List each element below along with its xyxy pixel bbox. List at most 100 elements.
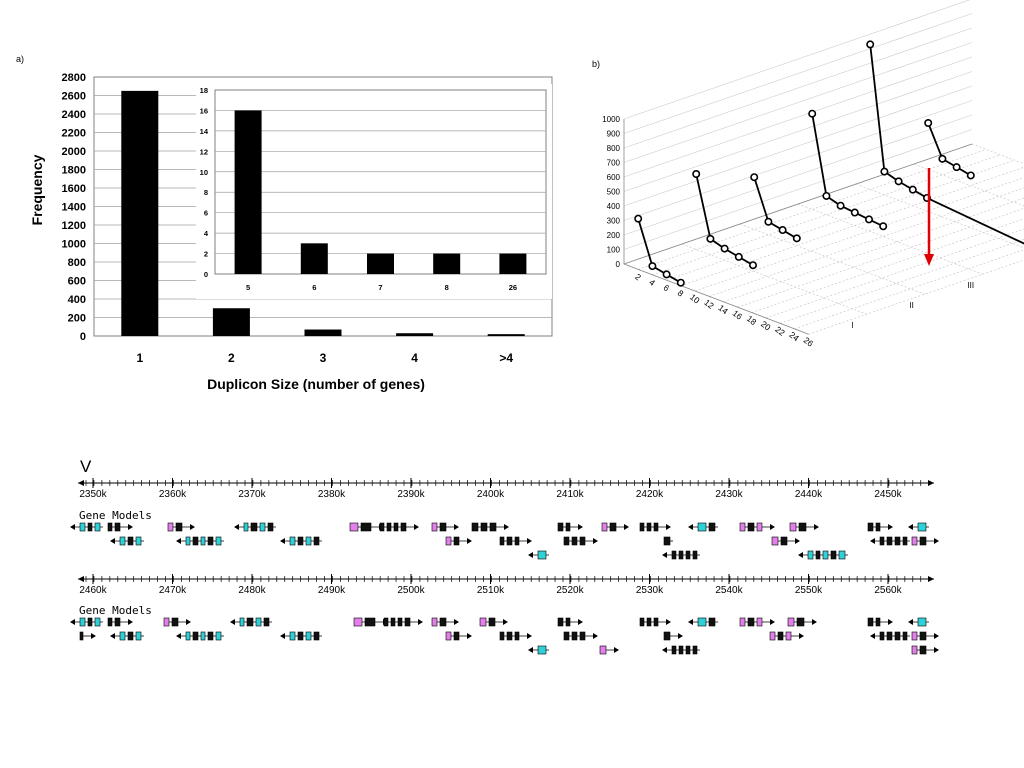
gene-exon	[875, 617, 881, 627]
y-tick-label: 800	[68, 257, 86, 269]
data-point	[866, 40, 875, 49]
gene-exon	[557, 617, 564, 627]
z-tick-label: 100	[607, 246, 621, 255]
gene-arrow	[770, 619, 775, 625]
inset-x-tick-label: 26	[509, 283, 517, 292]
row-axis	[623, 143, 973, 265]
gene-exon	[796, 617, 805, 627]
gene-exon	[894, 536, 901, 546]
gene-exon	[87, 617, 93, 627]
genome-browser: 2350k 2360k 2370k 2380k 2390k 2400k 2410k 2420k…	[70, 478, 939, 655]
z-tick-label: 0	[616, 260, 621, 269]
wall-grid	[623, 85, 973, 207]
gene-arrow	[614, 647, 619, 653]
gene-exon	[911, 645, 918, 655]
ruler-arrow-left	[78, 480, 84, 486]
gene-exon	[646, 522, 652, 532]
gene-exon	[200, 536, 206, 546]
bar	[121, 90, 159, 336]
gene-exon	[911, 536, 918, 546]
z-tick-label: 300	[607, 217, 621, 226]
gene-exon	[364, 617, 376, 627]
gene-exon	[646, 617, 652, 627]
gene-exon	[739, 617, 746, 627]
gene-exon	[404, 617, 411, 627]
gene-exon	[185, 631, 191, 641]
gene-arrow	[186, 619, 191, 625]
gene-exon	[289, 631, 296, 641]
gene-arrow	[70, 619, 75, 625]
gene-exon	[838, 550, 846, 560]
inset-bar	[367, 253, 394, 274]
gene-exon	[771, 536, 779, 546]
gene-exon	[114, 522, 121, 532]
gene-arrow	[230, 619, 235, 625]
gene-exon	[565, 522, 571, 532]
gene-arrow	[795, 538, 800, 544]
gene-exon	[246, 617, 254, 627]
y-tick-label: 2400	[62, 109, 86, 121]
bar	[304, 329, 342, 336]
ruler-label: 2440k	[795, 489, 823, 500]
gene-arrow	[799, 633, 804, 639]
ruler-label: 2540k	[715, 585, 743, 596]
gene-arrow	[678, 633, 683, 639]
series-line	[869, 44, 886, 172]
gene-exon	[445, 631, 452, 641]
gene-exon	[879, 536, 885, 546]
ruler-label: 2360k	[159, 489, 187, 500]
gene-exon	[911, 631, 918, 641]
x-tick-label: 2	[633, 272, 643, 283]
ruler-arrow-left	[78, 576, 84, 582]
gene-arrow	[91, 633, 96, 639]
x-tick-label: 22	[773, 324, 787, 338]
gene-exon	[579, 536, 586, 546]
gene-exon	[390, 617, 396, 627]
y-tick-label: 2200	[62, 128, 86, 140]
gene-exon	[671, 550, 677, 560]
gene-exon	[107, 617, 113, 627]
wall-grid	[623, 71, 973, 192]
gene-exon	[305, 536, 312, 546]
track-label: Gene Models	[79, 604, 152, 617]
gene-exon	[480, 522, 488, 532]
gene-exon	[894, 631, 901, 641]
gene-arrow	[688, 619, 693, 625]
inset-y-tick-label: 10	[200, 168, 208, 177]
wall-grid	[623, 129, 973, 250]
gene-exon	[685, 645, 691, 655]
gene-arrow	[110, 633, 115, 639]
z-tick-label: 400	[607, 202, 621, 211]
gene-exon	[739, 522, 746, 532]
gene-exon	[488, 617, 496, 627]
y-tick-label: 1400	[62, 202, 86, 214]
x-tick-label: 4	[411, 351, 418, 365]
gene-exon	[789, 522, 797, 532]
floor-grid	[709, 187, 1024, 297]
ruler-label: 2370k	[238, 489, 266, 500]
y-tick-label: 600	[68, 276, 86, 288]
data-point	[734, 252, 743, 261]
gene-exon	[807, 550, 814, 560]
gene-arrow	[528, 552, 533, 558]
ruler-label: 2510k	[477, 585, 505, 596]
gene-arrow	[503, 619, 508, 625]
gene-exon	[360, 522, 372, 532]
gene-exon	[609, 522, 617, 532]
floor-grid	[638, 149, 987, 270]
gene-arrow	[593, 538, 598, 544]
gene-exon	[489, 522, 497, 532]
gene-exon	[127, 536, 134, 546]
ruler-label: 2450k	[874, 489, 902, 500]
wall-grid	[623, 0, 971, 120]
gene-arrow	[888, 619, 893, 625]
gene-arrow	[234, 524, 239, 530]
wall-grid	[623, 13, 973, 134]
x-axis-title: Duplicon Size (number of genes)	[207, 376, 425, 392]
x-tick-label: 24	[787, 330, 801, 344]
gene-exon	[175, 522, 183, 532]
gene-exon	[708, 522, 716, 532]
gene-exon	[114, 617, 121, 627]
gene-arrow	[414, 524, 419, 530]
gene-exon	[349, 522, 359, 532]
